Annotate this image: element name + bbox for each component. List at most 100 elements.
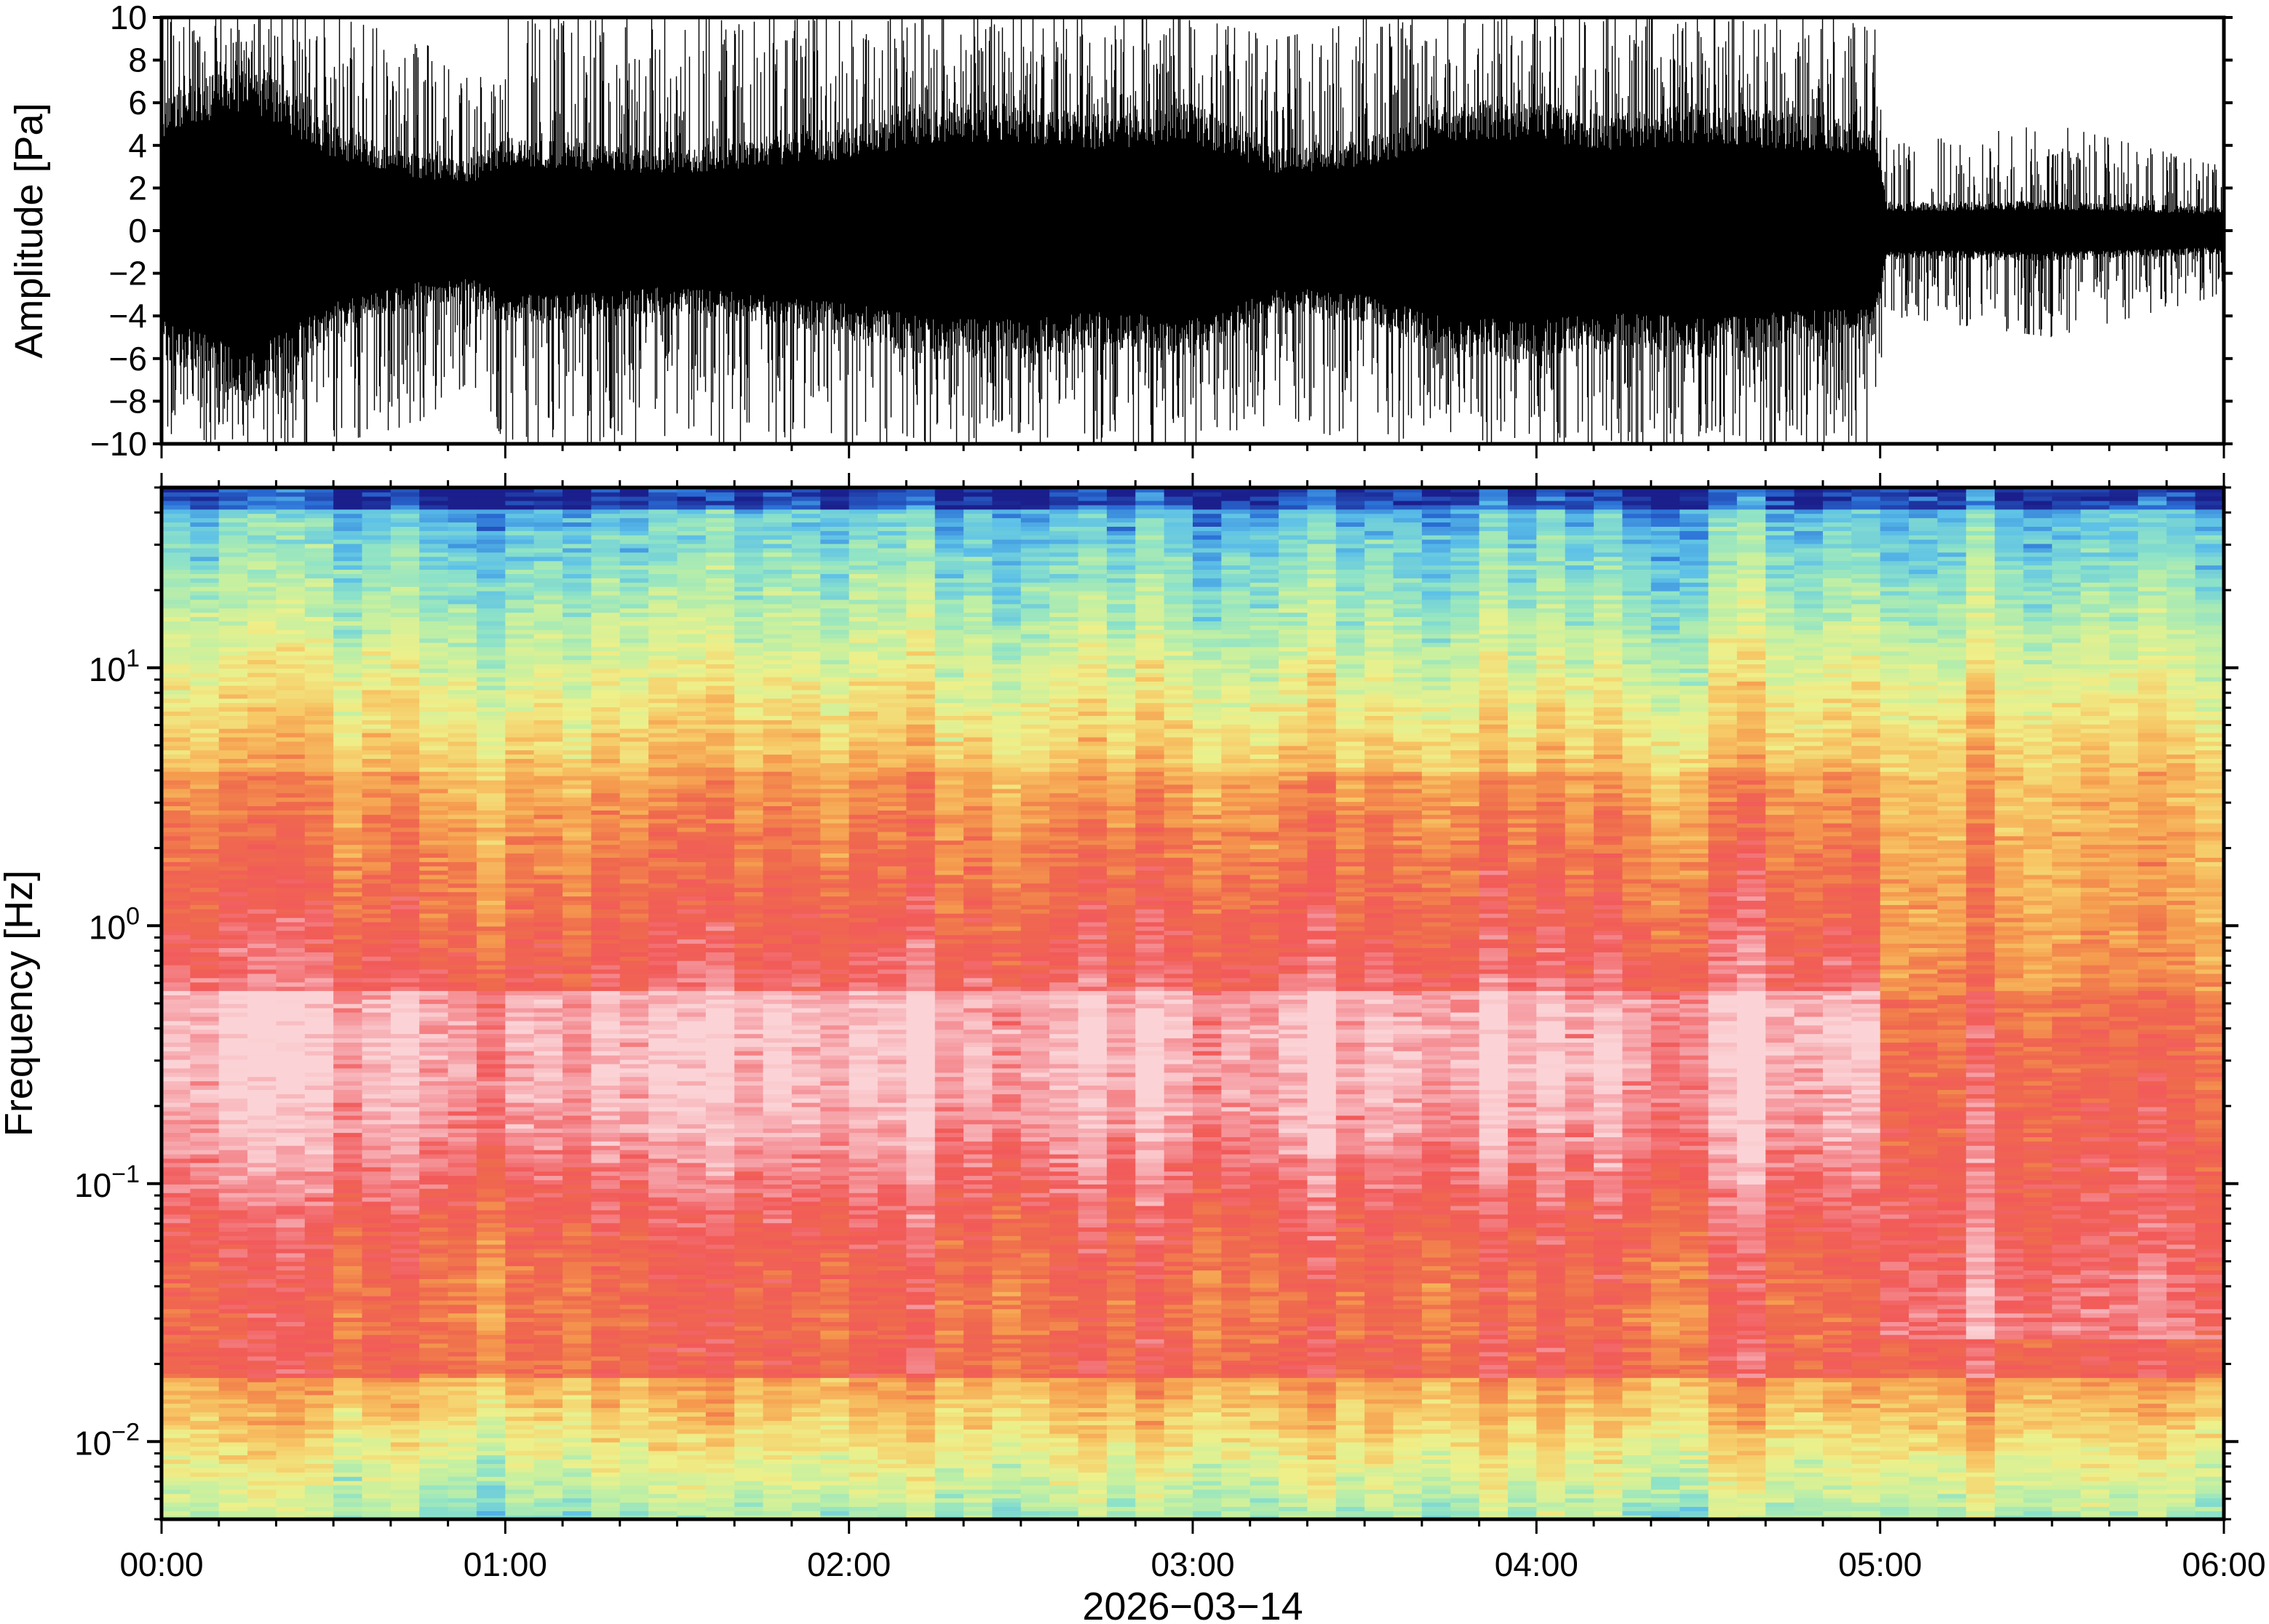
- spectrogram-cell: [247, 805, 277, 811]
- spectrogram-cell: [190, 1510, 220, 1516]
- spectrogram-cell: [304, 1029, 334, 1035]
- spectrogram-cell: [476, 917, 506, 923]
- spectrogram-cell: [419, 1042, 449, 1047]
- spectrogram-cell: [591, 964, 621, 970]
- spectrogram-cell: [190, 1502, 220, 1508]
- spectrogram-cell: [476, 887, 506, 893]
- spectrogram-cell: [619, 526, 649, 531]
- spectrogram-cell: [619, 1356, 649, 1361]
- spectrogram-cell: [162, 883, 191, 888]
- spectrogram-cell: [677, 534, 707, 540]
- spectrogram-cell: [390, 1179, 421, 1185]
- spectrogram-cell: [505, 947, 535, 952]
- spectrogram-cell: [247, 495, 277, 501]
- spectrogram-cell: [563, 1270, 592, 1275]
- spectrogram-cell: [476, 1326, 506, 1331]
- spectrogram-cell: [448, 1007, 477, 1013]
- spectrogram-cell: [505, 986, 535, 992]
- spectrogram-cell: [162, 487, 191, 493]
- spectrogram-cell: [677, 917, 707, 923]
- spectrogram-cell: [390, 1243, 421, 1249]
- spectrogram-cell: [648, 1184, 678, 1189]
- spectrogram-cell: [591, 1029, 621, 1035]
- spectrogram-cell: [362, 1007, 392, 1013]
- spectrogram-cell: [505, 999, 535, 1004]
- spectrogram-cell: [247, 1394, 277, 1400]
- spectrogram-cell: [648, 720, 678, 725]
- spectrogram-cell: [533, 1231, 563, 1236]
- spectrogram-cell: [304, 578, 334, 583]
- spectrogram-cell: [476, 676, 506, 682]
- spectrogram-cell: [677, 1085, 707, 1090]
- spectrogram-cell: [162, 1286, 191, 1292]
- spectrogram-cell: [162, 960, 191, 966]
- spectrogram-cell: [390, 1248, 421, 1254]
- spectrogram-cell: [734, 1283, 764, 1288]
- spectrogram-cell: [619, 999, 649, 1004]
- spectrogram-cell: [247, 1016, 277, 1022]
- spectrogram-cell: [362, 805, 392, 811]
- spectrogram-cell: [276, 1313, 306, 1318]
- spectrogram-cell: [419, 1007, 449, 1013]
- spectrogram-cell: [247, 728, 277, 733]
- spectrogram-cell: [705, 1080, 736, 1086]
- spectrogram-cell: [563, 1231, 592, 1236]
- spectrogram-cell: [448, 1468, 477, 1473]
- spectrogram-cell: [648, 1291, 678, 1297]
- spectrogram-cell: [333, 1038, 363, 1043]
- spectrogram-cell: [190, 1257, 220, 1262]
- spectrogram-cell: [705, 1347, 736, 1353]
- spectrogram-cell: [362, 1476, 392, 1481]
- spectrogram-cell: [705, 827, 736, 832]
- spectrogram-cell: [162, 1024, 191, 1030]
- spectrogram-cell: [304, 1416, 334, 1421]
- spectrogram-cell: [390, 556, 421, 562]
- spectrogram-cell: [476, 1089, 506, 1094]
- spectrogram-cell: [419, 1145, 449, 1150]
- spectrogram-cell: [476, 792, 506, 798]
- spectrogram-cell: [563, 625, 592, 630]
- spectrogram-cell: [734, 1115, 764, 1121]
- spectrogram-cell: [734, 1252, 764, 1258]
- spectrogram-cell: [505, 1472, 535, 1477]
- spectrogram-image: [162, 487, 2224, 1519]
- spectrogram-cell: [677, 1192, 707, 1198]
- spectrogram-cell: [304, 1484, 334, 1490]
- spectrogram-cell: [362, 1433, 392, 1438]
- spectrogram-cell: [448, 869, 477, 875]
- spectrogram-cell: [304, 1459, 334, 1464]
- spectrogram-cell: [390, 1110, 421, 1116]
- spectrogram-cell: [276, 547, 306, 553]
- spectrogram-cell: [476, 1072, 506, 1078]
- spectrogram-cell: [448, 1450, 477, 1456]
- spectrogram-cell: [304, 869, 334, 875]
- spectrogram-cell: [677, 1416, 707, 1421]
- spectrogram-cell: [505, 1463, 535, 1468]
- spectrogram-cell: [333, 1201, 363, 1206]
- spectrogram-cell: [591, 1270, 621, 1275]
- spectrogram-cell: [648, 1188, 678, 1193]
- spectrogram-cell: [591, 1515, 621, 1519]
- spectrogram-cell: [304, 1248, 334, 1254]
- spectrogram-cell: [619, 732, 649, 738]
- spectrogram-cell: [362, 1450, 392, 1456]
- spectrogram-cell: [362, 616, 392, 621]
- spectrogram-cell: [448, 831, 477, 837]
- spectrogram-cell: [533, 689, 563, 695]
- spectrogram-cell: [304, 1239, 334, 1245]
- spectrogram-cell: [476, 874, 506, 880]
- spectrogram-cell: [476, 1050, 506, 1056]
- spectrogram-cell: [333, 947, 363, 952]
- spectrogram-cell: [533, 835, 563, 841]
- spectrogram-cell: [705, 1291, 736, 1297]
- spectrogram-cell: [362, 500, 392, 506]
- spectrogram-cell: [476, 693, 506, 699]
- spectrogram-cell: [304, 964, 334, 970]
- spectrogram-cell: [218, 758, 248, 763]
- spectrogram-cell: [505, 1235, 535, 1241]
- spectrogram-cell: [563, 982, 592, 987]
- spectrogram-cell: [677, 1141, 707, 1146]
- spectrogram-cell: [304, 1446, 334, 1452]
- spectrogram-cell: [162, 646, 191, 652]
- spectrogram-cell: [619, 586, 649, 592]
